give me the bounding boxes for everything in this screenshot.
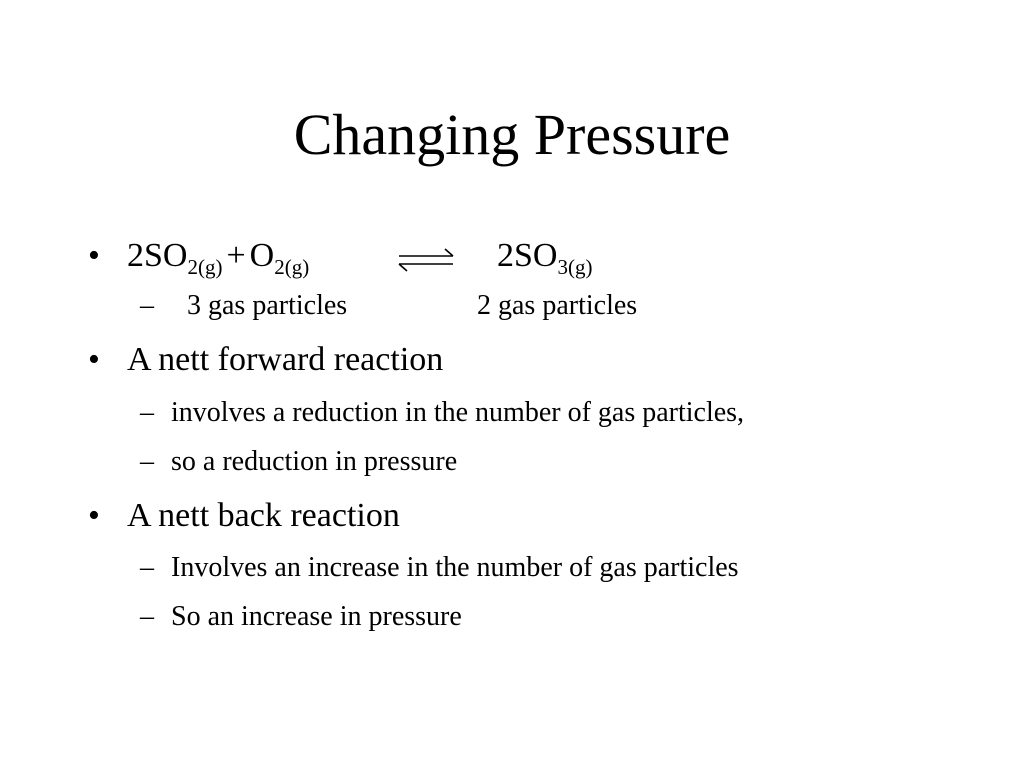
bullet-text: A nett forward reaction — [127, 341, 444, 378]
bullet-marker: • — [88, 341, 100, 378]
reactant-so2-subscript: 2(g) — [187, 255, 223, 279]
product-gas-particles: 2 gas particles — [477, 290, 638, 321]
dash-marker: – — [140, 601, 154, 632]
reactant-o2-subscript: 2(g) — [274, 255, 310, 279]
bullet-text: A nett back reaction — [127, 497, 400, 534]
subitem-text: involves a reduction in the number of ga… — [171, 397, 745, 428]
bullet-marker: • — [88, 237, 100, 274]
product-so3-subscript: 3(g) — [557, 255, 593, 279]
dash-marker: – — [140, 397, 154, 428]
reactant-o2: O — [249, 237, 275, 274]
equation-reactants: 2SO2(g) + O2(g) — [127, 236, 309, 279]
dash-marker: – — [140, 446, 154, 477]
subitem-text: Involves an increase in the number of ga… — [171, 552, 739, 583]
reactant-so2: 2SO — [127, 237, 188, 274]
equilibrium-arrow-icon — [398, 248, 454, 272]
product-so3: 2SO — [497, 237, 558, 274]
subitem-text: So an increase in pressure — [171, 601, 462, 632]
bullet-marker: • — [88, 497, 100, 534]
equation-product: 2SO3(g) — [497, 236, 592, 279]
dash-marker: – — [140, 552, 154, 583]
reactant-gas-particles: 3 gas particles — [187, 290, 348, 321]
slide-title: Changing Pressure — [293, 102, 731, 167]
plus-sign: + — [226, 237, 246, 274]
subitem-text: so a reduction in pressure — [171, 446, 458, 477]
dash-marker: – — [140, 290, 154, 321]
